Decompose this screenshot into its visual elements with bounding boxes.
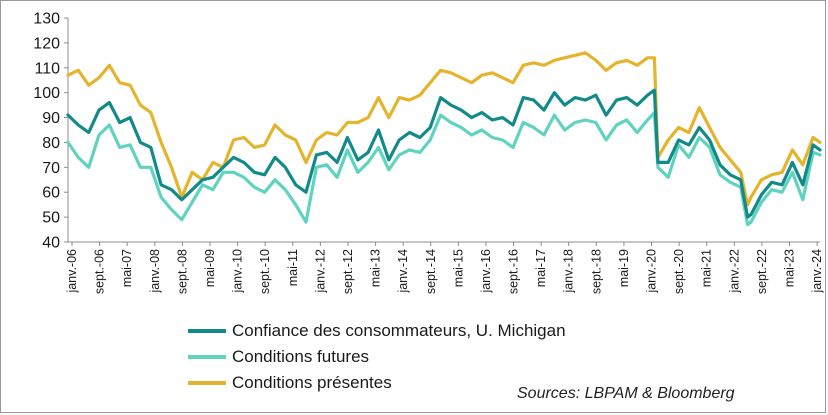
y-tick-labels: 40 50 60 70 80 90 100 110 120 130 bbox=[33, 11, 60, 252]
x-tick-label: mai-21 bbox=[700, 249, 714, 287]
series-layer bbox=[66, 51, 822, 227]
y-tick-label: 110 bbox=[34, 60, 60, 77]
legend-swatch-present bbox=[188, 381, 226, 385]
y-tick-label: 100 bbox=[33, 85, 60, 102]
legend-label-confidence: Confiance des consommateurs, U. Michigan bbox=[232, 321, 566, 340]
x-tick-label: mai-13 bbox=[369, 249, 383, 287]
x-tick-label: sept.-10 bbox=[258, 249, 272, 294]
x-tick-label: sept.-14 bbox=[424, 249, 438, 294]
x-tick-labels: janv.-06 sept.-06 mai-07 janv.-08 sept.-08 ma… bbox=[65, 249, 824, 294]
x-tick-label: mai-11 bbox=[286, 249, 300, 286]
x-tick-label: mai-15 bbox=[451, 249, 465, 287]
x-tick-label: sept.-16 bbox=[507, 249, 521, 294]
x-tick-label: janv.-24 bbox=[810, 249, 824, 294]
x-tick-label: janv.-16 bbox=[479, 249, 493, 294]
axes bbox=[64, 17, 820, 246]
x-tick-label: sept.-06 bbox=[93, 249, 107, 294]
y-tick-label: 40 bbox=[42, 235, 60, 252]
x-tick-label: janv.-18 bbox=[562, 249, 576, 294]
y-tick-label: 50 bbox=[42, 210, 60, 227]
x-tick-label: sept.-22 bbox=[755, 249, 769, 294]
legend: Confiance des consommateurs, U. Michigan… bbox=[188, 318, 566, 396]
x-tick-label: janv.-06 bbox=[65, 249, 79, 294]
y-tick-label: 130 bbox=[33, 11, 60, 28]
x-tick-label: mai-19 bbox=[617, 249, 631, 287]
x-tick-label: janv.-10 bbox=[231, 249, 245, 294]
x-tick-label: janv.-14 bbox=[396, 249, 410, 294]
x-tick-label: janv.-08 bbox=[148, 249, 162, 294]
series-line-1 bbox=[66, 110, 822, 227]
y-tick-label: 90 bbox=[42, 110, 60, 127]
y-tick-label: 60 bbox=[42, 185, 60, 202]
y-tick-label: 120 bbox=[33, 35, 60, 52]
legend-item-confidence: Confiance des consommateurs, U. Michigan bbox=[188, 318, 566, 344]
series-line-0 bbox=[66, 88, 822, 219]
x-tick-label: mai-17 bbox=[534, 249, 548, 287]
y-tick-label: 70 bbox=[42, 160, 60, 177]
source-note: Sources: LBPAM & Bloomberg bbox=[517, 385, 735, 402]
legend-swatch-future bbox=[188, 355, 226, 359]
legend-label-future: Conditions futures bbox=[232, 347, 370, 366]
y-tick-label: 80 bbox=[42, 135, 60, 152]
x-tick-label: mai-07 bbox=[120, 249, 134, 287]
legend-item-future: Conditions futures bbox=[188, 344, 566, 370]
x-tick-label: sept.-18 bbox=[589, 249, 603, 294]
legend-item-present: Conditions présentes bbox=[188, 370, 566, 396]
x-tick-label: mai-09 bbox=[203, 249, 217, 287]
x-tick-label: janv.-22 bbox=[727, 249, 741, 294]
x-tick-label: mai-23 bbox=[783, 249, 797, 287]
x-tick-label: janv.-20 bbox=[645, 249, 659, 294]
legend-label-present: Conditions présentes bbox=[232, 373, 392, 392]
x-tick-label: janv.-12 bbox=[313, 249, 327, 294]
x-tick-label: sept.-20 bbox=[672, 249, 686, 294]
series-line-2 bbox=[66, 51, 822, 207]
legend-swatch-confidence bbox=[188, 329, 226, 333]
x-tick-label: sept.-08 bbox=[175, 249, 189, 294]
x-tick-label: sept.-12 bbox=[341, 249, 355, 294]
